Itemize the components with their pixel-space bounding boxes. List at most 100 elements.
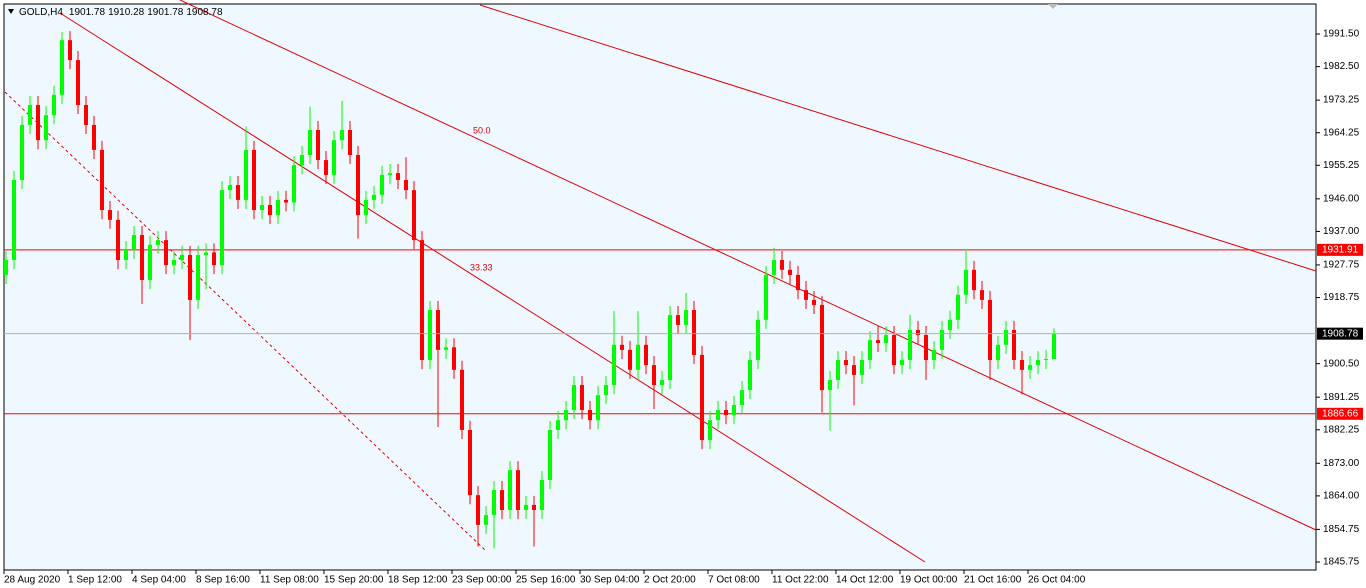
candle-body [148, 244, 152, 280]
candle-body [324, 160, 328, 175]
candle-body [132, 235, 136, 250]
candle-body [756, 319, 760, 361]
candle-body [228, 185, 232, 191]
x-tick-label: 11 Oct 22:00 [772, 575, 829, 586]
candle-body [444, 347, 448, 350]
candle-body [540, 479, 544, 511]
chart-title: GOLD,H4 [19, 7, 63, 18]
candle-body [1028, 365, 1032, 370]
candle-body [108, 210, 112, 220]
candle-body [524, 504, 528, 511]
candle-body [972, 269, 976, 291]
header-low: 1901.78 [147, 7, 184, 18]
candle-body [812, 299, 816, 305]
candle-body [244, 149, 248, 200]
candle-body [124, 249, 128, 261]
x-tick-label: 21 Oct 16:00 [964, 575, 1022, 586]
candle-body [508, 470, 512, 511]
candle-body [204, 252, 208, 255]
price-level-tag [1317, 407, 1363, 420]
candle-body [652, 365, 656, 386]
candle-body [452, 347, 456, 370]
candle-body [60, 40, 64, 95]
candle-body [292, 165, 296, 203]
candle-body [588, 410, 592, 421]
candle-body [908, 329, 912, 361]
candle-body [740, 390, 744, 405]
header-high: 1910.28 [108, 7, 145, 18]
candle-body [84, 104, 88, 125]
candle-body [860, 360, 864, 375]
candle-body [12, 179, 16, 261]
candle-body [468, 429, 472, 496]
y-tick-label: 1964.25 [1323, 127, 1360, 138]
candle-body [940, 329, 944, 350]
menu-triangle[interactable] [8, 9, 14, 14]
candle-body [348, 129, 352, 155]
candle-body [484, 515, 488, 525]
candle-body [980, 290, 984, 300]
candle-body [156, 240, 160, 245]
candle-body [1020, 360, 1024, 370]
x-tick-label: 7 Oct 08:00 [708, 575, 760, 586]
x-tick-label: 14 Oct 12:00 [836, 575, 894, 586]
plot-area [3, 3, 1317, 571]
x-tick-label: 2 Oct 20:00 [644, 575, 696, 586]
x-tick-label: 18 Sep 12:00 [388, 575, 448, 586]
candle-body [612, 344, 616, 386]
candle-body [700, 354, 704, 441]
x-tick-label: 26 Oct 04:00 [1028, 575, 1086, 586]
candle-body [868, 340, 872, 361]
candle-body [164, 240, 168, 266]
shift-marker [1048, 4, 1058, 9]
candle-body [36, 104, 40, 141]
x-tick-label: 19 Oct 00:00 [900, 575, 958, 586]
y-tick-label: 1864.00 [1323, 491, 1360, 502]
candle-body [356, 154, 360, 216]
x-tick-label: 1 Sep 12:00 [68, 575, 122, 586]
candle-body [220, 190, 224, 266]
bid-label: 1908.78 [1322, 328, 1359, 339]
candle-body [556, 420, 560, 430]
candle-body [900, 360, 904, 366]
candle-body [236, 185, 240, 200]
candle-body [180, 254, 184, 261]
candle-body [1044, 359, 1048, 361]
candle-body [724, 410, 728, 416]
header-close: 1908.78 [186, 7, 223, 18]
candle-body [548, 429, 552, 480]
candle-body [916, 329, 920, 336]
candle-body [436, 310, 440, 350]
candle-body [76, 60, 80, 105]
candle-body [364, 199, 368, 216]
candle-body [308, 129, 312, 155]
candle-body [516, 470, 520, 511]
fib-label: 33.33 [470, 262, 493, 272]
y-tick-label: 1927.75 [1323, 260, 1360, 271]
candle-body [924, 335, 928, 361]
x-tick-label: 8 Sep 16:00 [196, 575, 250, 586]
candle-body [692, 310, 696, 355]
candle-body [684, 310, 688, 325]
candle-body [804, 290, 808, 300]
candle-body [828, 379, 832, 391]
candle-body [252, 149, 256, 211]
candle-body [188, 254, 192, 300]
y-tick-label: 1955.25 [1323, 160, 1360, 171]
candle-body [532, 504, 536, 511]
candle-body [796, 274, 800, 291]
trend-line-dashed [4, 91, 486, 551]
header-open: 1901.78 [69, 7, 106, 18]
y-tick-label: 1900.50 [1323, 358, 1360, 369]
candle-body [412, 190, 416, 241]
candle-body [332, 140, 336, 175]
fib-label: 50.0 [473, 125, 491, 135]
candle-body [500, 490, 504, 511]
candle-body [932, 349, 936, 361]
x-tick-label: 15 Sep 20:00 [324, 575, 384, 586]
candle-body [44, 115, 48, 141]
candle-body [92, 124, 96, 150]
x-tick-label: 25 Sep 16:00 [516, 575, 576, 586]
y-tick-label: 1946.00 [1323, 193, 1360, 204]
